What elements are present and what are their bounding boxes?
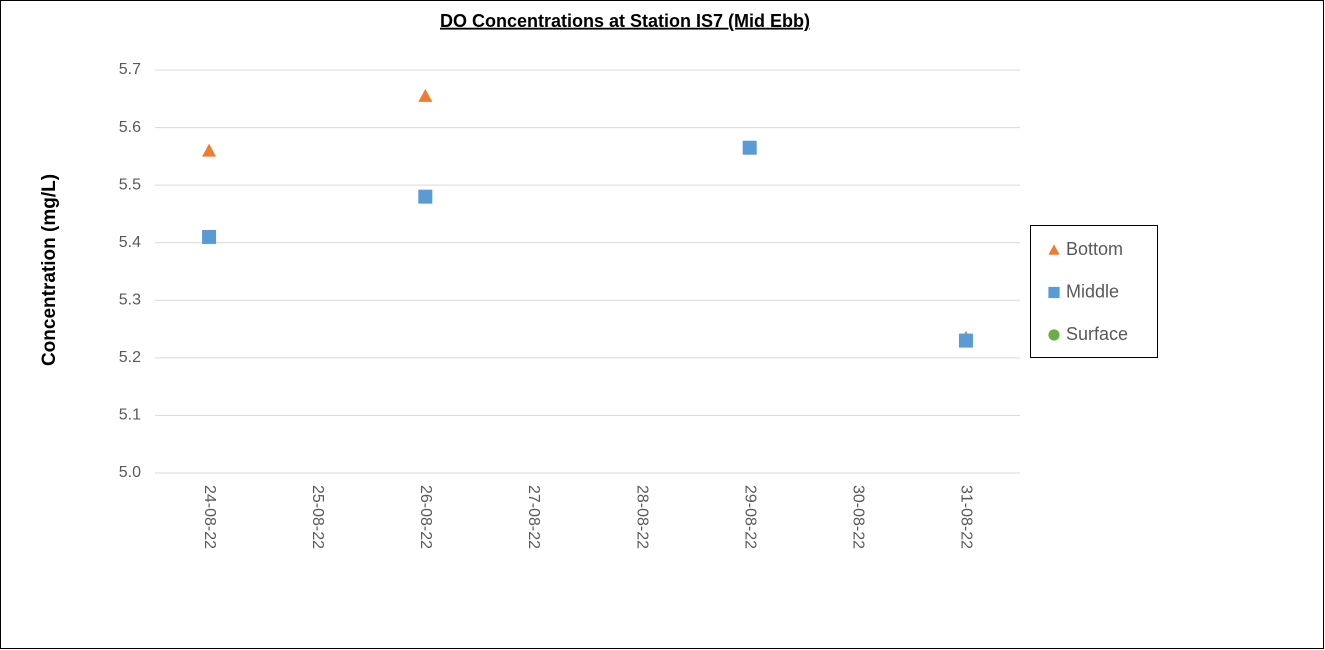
y-tick-label: 5.4 — [119, 234, 141, 251]
x-tick-label: 27-08-22 — [525, 485, 542, 549]
y-tick-label: 5.0 — [119, 464, 141, 481]
legend-label: Middle — [1066, 281, 1119, 301]
data-point — [418, 189, 433, 204]
y-tick-label: 5.2 — [119, 349, 141, 366]
x-tick-label: 30-08-22 — [850, 485, 867, 549]
y-tick-label: 5.6 — [119, 119, 141, 136]
x-tick-label: 31-08-22 — [958, 485, 975, 549]
data-point — [958, 333, 973, 348]
y-tick-label: 5.7 — [119, 61, 141, 78]
y-axis-label: Concentration (mg/L) — [39, 174, 60, 366]
chart-title: DO Concentrations at Station IS7 (Mid Eb… — [440, 11, 810, 31]
data-point — [202, 143, 217, 157]
x-tick-label: 24-08-22 — [201, 485, 218, 549]
legend-marker — [1048, 244, 1060, 255]
x-tick-label: 25-08-22 — [309, 485, 326, 549]
x-tick-label: 29-08-22 — [741, 485, 758, 549]
data-point — [418, 88, 433, 102]
legend-marker — [1048, 329, 1060, 341]
y-tick-label: 5.5 — [119, 176, 141, 193]
x-tick-label: 26-08-22 — [417, 485, 434, 549]
y-tick-label: 5.1 — [119, 407, 141, 424]
data-point — [202, 229, 217, 244]
legend-marker — [1048, 286, 1060, 299]
legend-label: Bottom — [1066, 239, 1123, 259]
y-tick-label: 5.3 — [119, 292, 141, 309]
x-tick-label: 28-08-22 — [633, 485, 650, 549]
data-point — [742, 140, 757, 155]
legend-label: Surface — [1066, 324, 1128, 344]
